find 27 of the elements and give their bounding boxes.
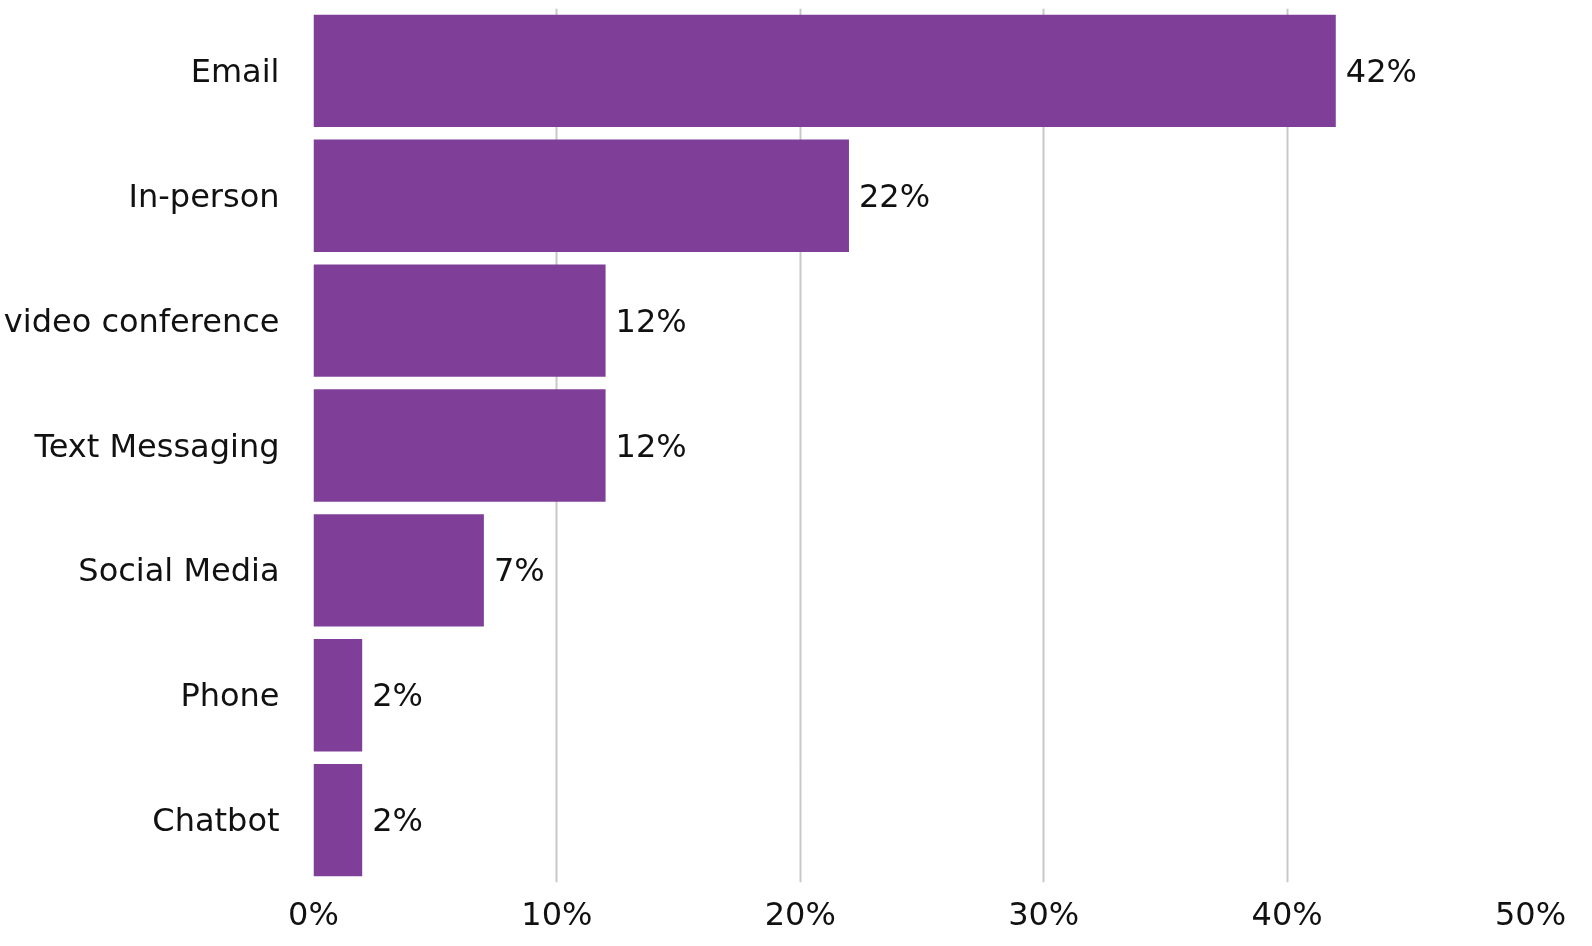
bar: [313, 14, 1336, 128]
y-tick-label: Chatbot: [152, 801, 280, 840]
data-label: 2%: [372, 676, 423, 715]
x-tick-label: 30%: [1008, 894, 1080, 933]
y-tick-label: Email: [190, 51, 280, 90]
x-tick-label: 50%: [1494, 894, 1567, 933]
data-label: 2%: [372, 801, 423, 840]
x-tick-label: 0%: [288, 894, 339, 933]
bar: [313, 264, 606, 377]
bar: [313, 389, 606, 502]
x-tick-label: 40%: [1251, 894, 1323, 933]
y-tick-label: video conference: [3, 301, 280, 340]
x-tick-label: 20%: [764, 894, 836, 933]
bar: [313, 639, 363, 752]
x-tick-label: 10%: [521, 894, 593, 933]
data-label: 12%: [615, 301, 687, 340]
y-tick-label: Social Media: [78, 551, 280, 590]
bar: [313, 514, 484, 627]
data-label: 12%: [615, 426, 687, 465]
y-tick-label: Text Messaging: [33, 426, 280, 465]
data-label: 22%: [858, 176, 931, 215]
data-label: 42%: [1345, 51, 1417, 90]
y-tick-label: In-person: [128, 176, 280, 215]
bar: [313, 763, 363, 877]
data-label: 7%: [493, 551, 545, 590]
bar: [313, 139, 849, 252]
y-tick-label: Phone: [180, 676, 280, 715]
